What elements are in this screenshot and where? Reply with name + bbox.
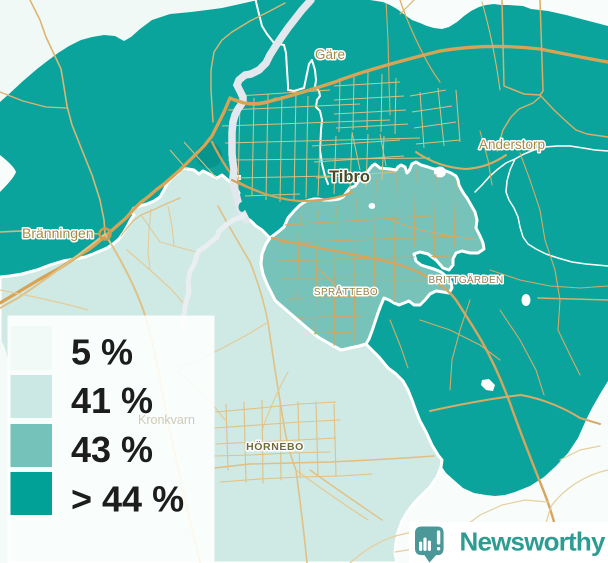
svg-text:Tibro: Tibro: [329, 168, 370, 186]
svg-text:41 %: 41 %: [71, 380, 153, 421]
svg-text:Newsworthy: Newsworthy: [460, 527, 606, 557]
svg-text:5 %: 5 %: [71, 332, 133, 373]
svg-text:Bränningen: Bränningen: [22, 225, 94, 241]
svg-text:43 %: 43 %: [71, 429, 153, 470]
svg-text:BRITTGÄRDEN: BRITTGÄRDEN: [429, 274, 504, 286]
svg-text:Gäre: Gäre: [315, 47, 345, 62]
svg-text:SPRÅTTEBO: SPRÅTTEBO: [314, 285, 378, 298]
svg-text:Kronkvarn: Kronkvarn: [138, 413, 195, 427]
svg-text:Anderstorp: Anderstorp: [479, 137, 545, 152]
svg-text:HÖRNEBO: HÖRNEBO: [246, 440, 304, 453]
svg-text:> 44 %: > 44 %: [71, 479, 184, 520]
